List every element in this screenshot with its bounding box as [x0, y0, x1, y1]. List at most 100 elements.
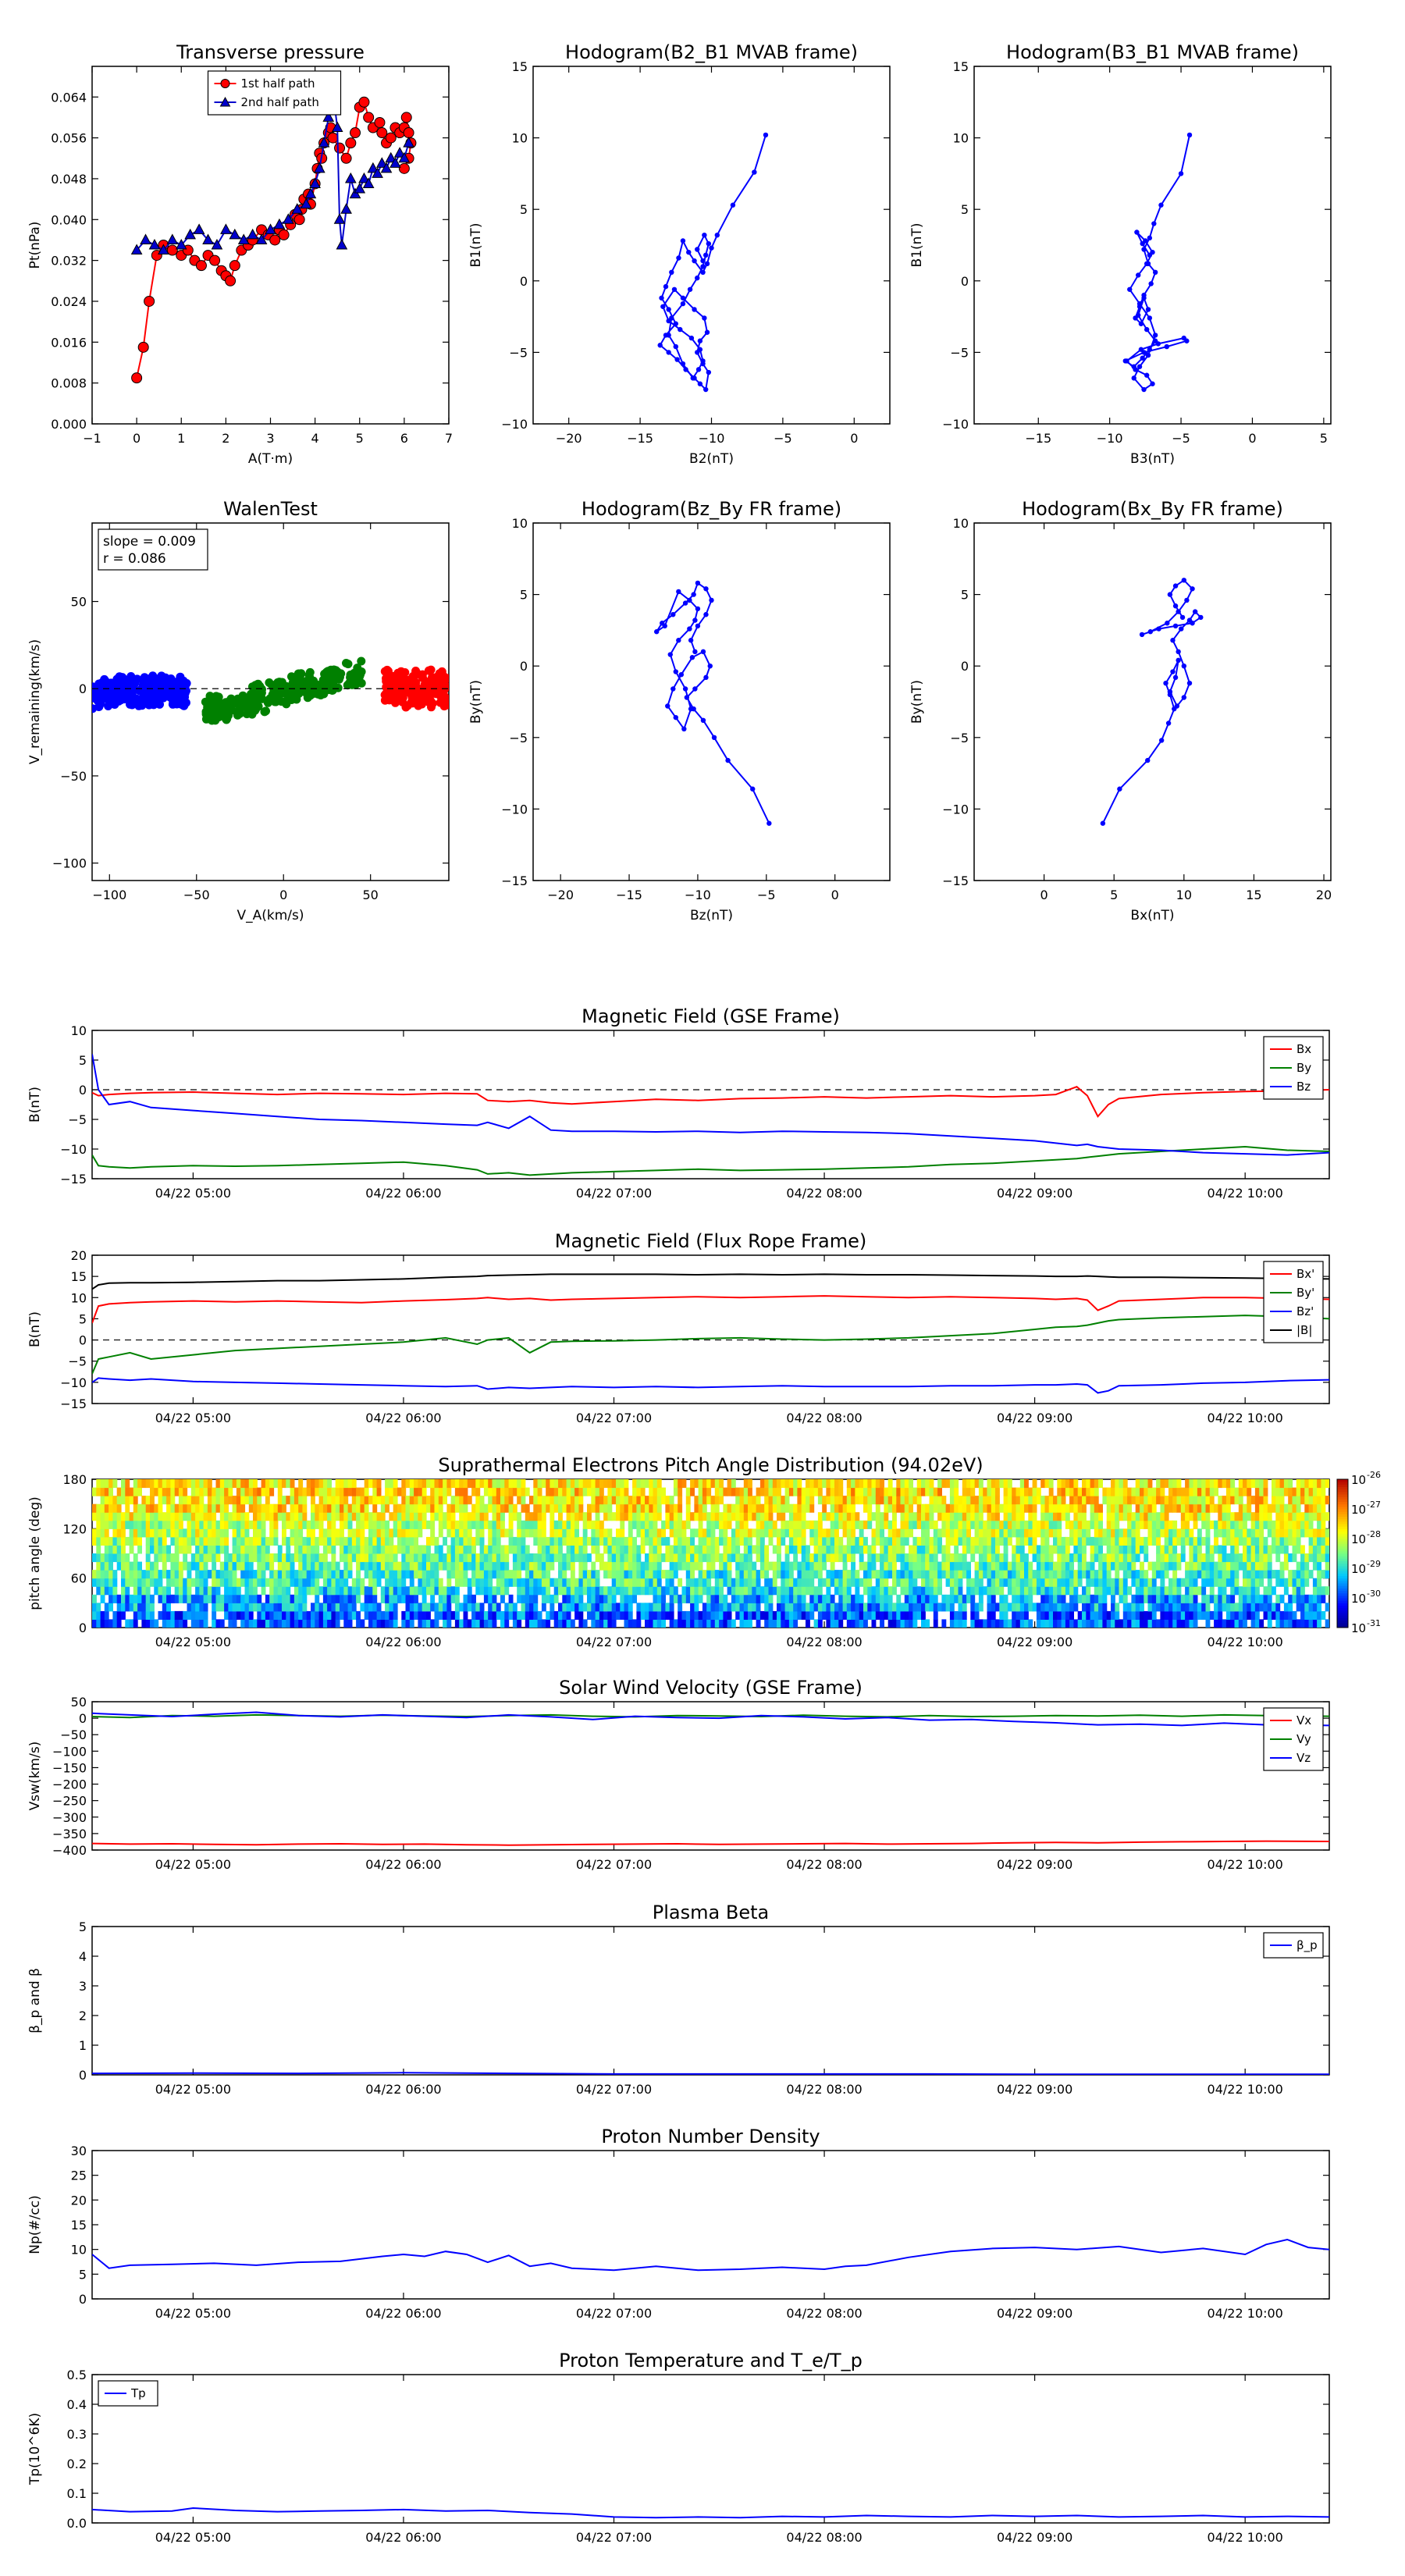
pad-cell	[909, 1603, 913, 1612]
tp-point	[300, 197, 312, 209]
pad-cell	[896, 1603, 902, 1612]
pad-cell	[788, 1528, 794, 1538]
pad-cell	[735, 1553, 741, 1563]
bgse-xtick-label: 04/22 09:00	[997, 1186, 1072, 1201]
pad-cell	[784, 1487, 790, 1496]
pad-cell	[368, 1512, 373, 1521]
pad-cell	[315, 1586, 320, 1596]
pad-cell	[991, 1536, 996, 1546]
pad-cell	[463, 1561, 468, 1571]
pad-cell	[806, 1479, 810, 1489]
pad-cell	[884, 1545, 889, 1554]
pad-cell	[311, 1536, 315, 1546]
pad-cell	[315, 1479, 320, 1489]
pad-cell	[293, 1603, 299, 1612]
pad-cell	[438, 1586, 443, 1596]
pad-cell	[558, 1586, 563, 1596]
pad-cell	[125, 1594, 130, 1603]
pad-cell	[640, 1479, 646, 1489]
pad-cell	[636, 1570, 642, 1579]
pad-cell	[360, 1619, 365, 1628]
pad-cell	[393, 1594, 398, 1603]
tp-point	[349, 187, 361, 199]
pad-cell	[784, 1594, 790, 1603]
pad-cell	[867, 1545, 873, 1554]
pad-cell	[880, 1487, 884, 1496]
pad-cell	[706, 1496, 712, 1505]
pad-cell	[463, 1553, 468, 1563]
pad-cell	[781, 1528, 786, 1538]
pad-cell	[574, 1610, 579, 1620]
pad-cell	[546, 1479, 551, 1489]
pad-cell	[430, 1619, 436, 1628]
pad-cell	[628, 1619, 633, 1628]
pad-cell	[166, 1578, 171, 1587]
pad-cell	[743, 1570, 749, 1579]
pad-cell	[463, 1487, 468, 1496]
pad-cell	[777, 1512, 781, 1521]
pad-cell	[558, 1610, 563, 1620]
walen-point-series-0	[175, 699, 184, 708]
pad-cell	[340, 1553, 344, 1563]
pad-cell	[215, 1520, 221, 1529]
pad-cell	[368, 1545, 373, 1554]
pad-cell	[475, 1570, 481, 1579]
pad-cell	[298, 1570, 304, 1579]
pad-cell	[290, 1578, 295, 1587]
tp-point	[175, 238, 187, 250]
pad-cell	[916, 1610, 922, 1620]
hodo4-point	[1172, 674, 1179, 681]
pad-cell	[945, 1536, 951, 1546]
pad-cell	[958, 1603, 963, 1612]
pad-cell	[311, 1512, 315, 1521]
hodo3-ytick-label: 0	[520, 659, 528, 674]
pad-cell	[298, 1503, 304, 1513]
pad-cell	[817, 1545, 823, 1554]
pad-cell	[1003, 1520, 1008, 1529]
pad-cell	[1028, 1520, 1033, 1529]
pad-cell	[756, 1553, 761, 1563]
tp-ytick-label: 0.024	[51, 294, 87, 309]
pad-cell	[129, 1496, 134, 1505]
pad-cell	[909, 1610, 913, 1620]
pad-cell	[764, 1586, 770, 1596]
pad-cell	[340, 1479, 344, 1489]
pad-cell	[916, 1520, 922, 1529]
pad-cell	[422, 1496, 427, 1505]
pad-cell	[855, 1603, 860, 1612]
pad-cell	[315, 1536, 320, 1546]
pad-cell	[434, 1561, 439, 1571]
pad-cell	[723, 1610, 728, 1620]
pad-cell	[995, 1536, 1000, 1546]
pad-cell	[673, 1586, 678, 1596]
pad-cell	[418, 1561, 423, 1571]
pad-cell	[504, 1503, 510, 1513]
pad-cell	[479, 1586, 485, 1596]
hodo2-xtick-label: 0	[1248, 431, 1256, 446]
pad-cell	[1028, 1487, 1033, 1496]
pad-cell	[748, 1553, 752, 1563]
pad-ytick-label: 120	[62, 1521, 87, 1536]
pad-cell	[438, 1487, 443, 1496]
pad-cell	[949, 1578, 955, 1587]
hodo3-point	[687, 597, 692, 603]
hodo4-point	[1181, 695, 1187, 700]
pad-cell	[261, 1603, 266, 1612]
pad-cell	[199, 1536, 205, 1546]
pad-cell	[529, 1594, 534, 1603]
pad-cell	[409, 1520, 414, 1529]
pad-cell	[331, 1570, 336, 1579]
pad-cell	[949, 1594, 955, 1603]
hodo1-point	[659, 295, 664, 301]
pad-cell	[141, 1594, 147, 1603]
pad-cell	[970, 1545, 976, 1554]
pad-cell	[739, 1570, 745, 1579]
pad-cell	[945, 1520, 951, 1529]
pad-cell	[1036, 1545, 1041, 1554]
pad-cell	[987, 1578, 992, 1587]
hodo2-point	[1127, 286, 1133, 292]
pad-cell	[318, 1512, 324, 1521]
pad-cell	[739, 1603, 745, 1612]
pad-cell	[640, 1496, 646, 1505]
pad-cell	[315, 1561, 320, 1571]
